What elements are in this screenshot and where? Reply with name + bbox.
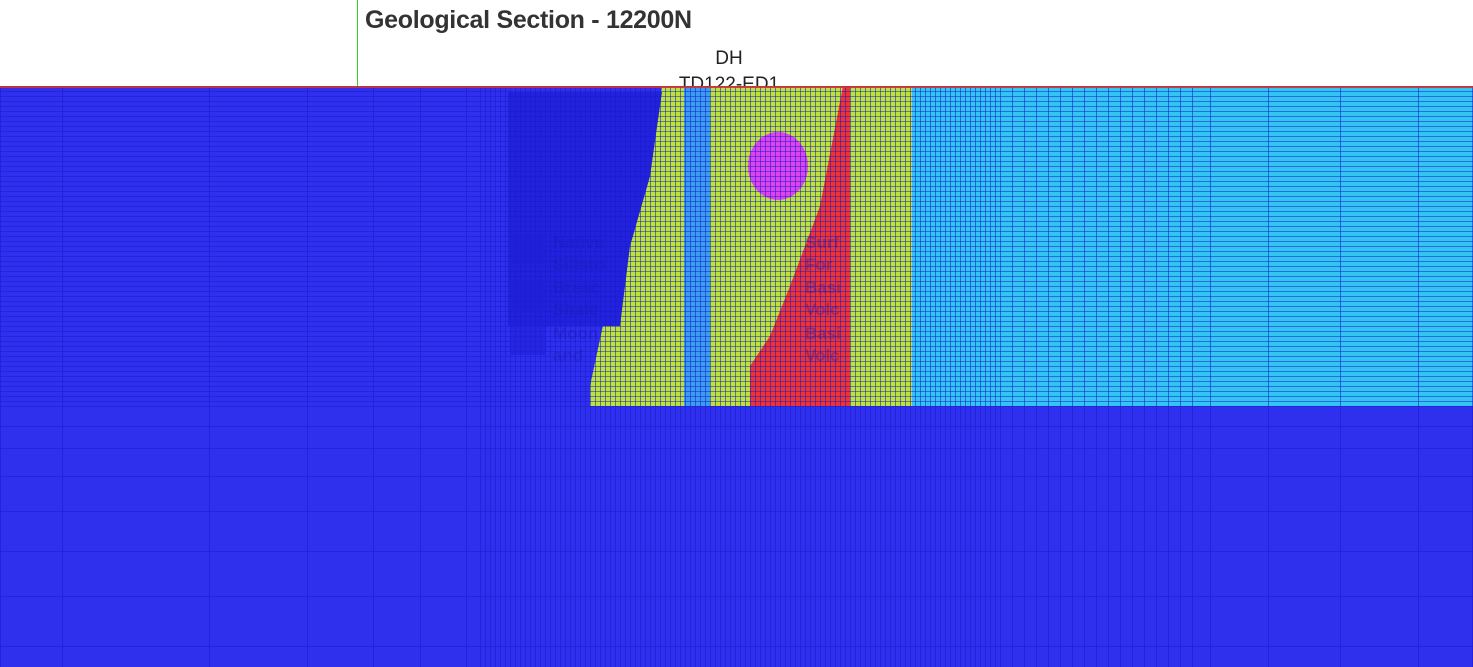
section-title: Geological Section - 12200N bbox=[365, 6, 692, 35]
legend-label-surface: Surf For bbox=[805, 232, 839, 276]
legend-swatch-moon bbox=[510, 325, 546, 355]
section-frame-border bbox=[357, 0, 358, 86]
legend-label-moon: Moon and bbox=[553, 323, 598, 367]
legend-label-basalt-2: Basi Volc bbox=[805, 323, 841, 367]
legend-label-breccia: Breac Shale bbox=[553, 277, 600, 321]
mesh-overlay[interactable] bbox=[0, 86, 1473, 667]
mesh-region-lower bbox=[0, 406, 1473, 667]
legend-swatch-native bbox=[510, 234, 546, 264]
drillhole-label-line1: DH bbox=[664, 46, 794, 72]
legend-label-basalt-1: Basi Volc bbox=[805, 277, 841, 321]
mesh-top-boundary bbox=[0, 86, 1473, 88]
legend-swatch-breccia bbox=[510, 280, 546, 310]
legend-label-native: Native Siltsto bbox=[553, 232, 605, 276]
